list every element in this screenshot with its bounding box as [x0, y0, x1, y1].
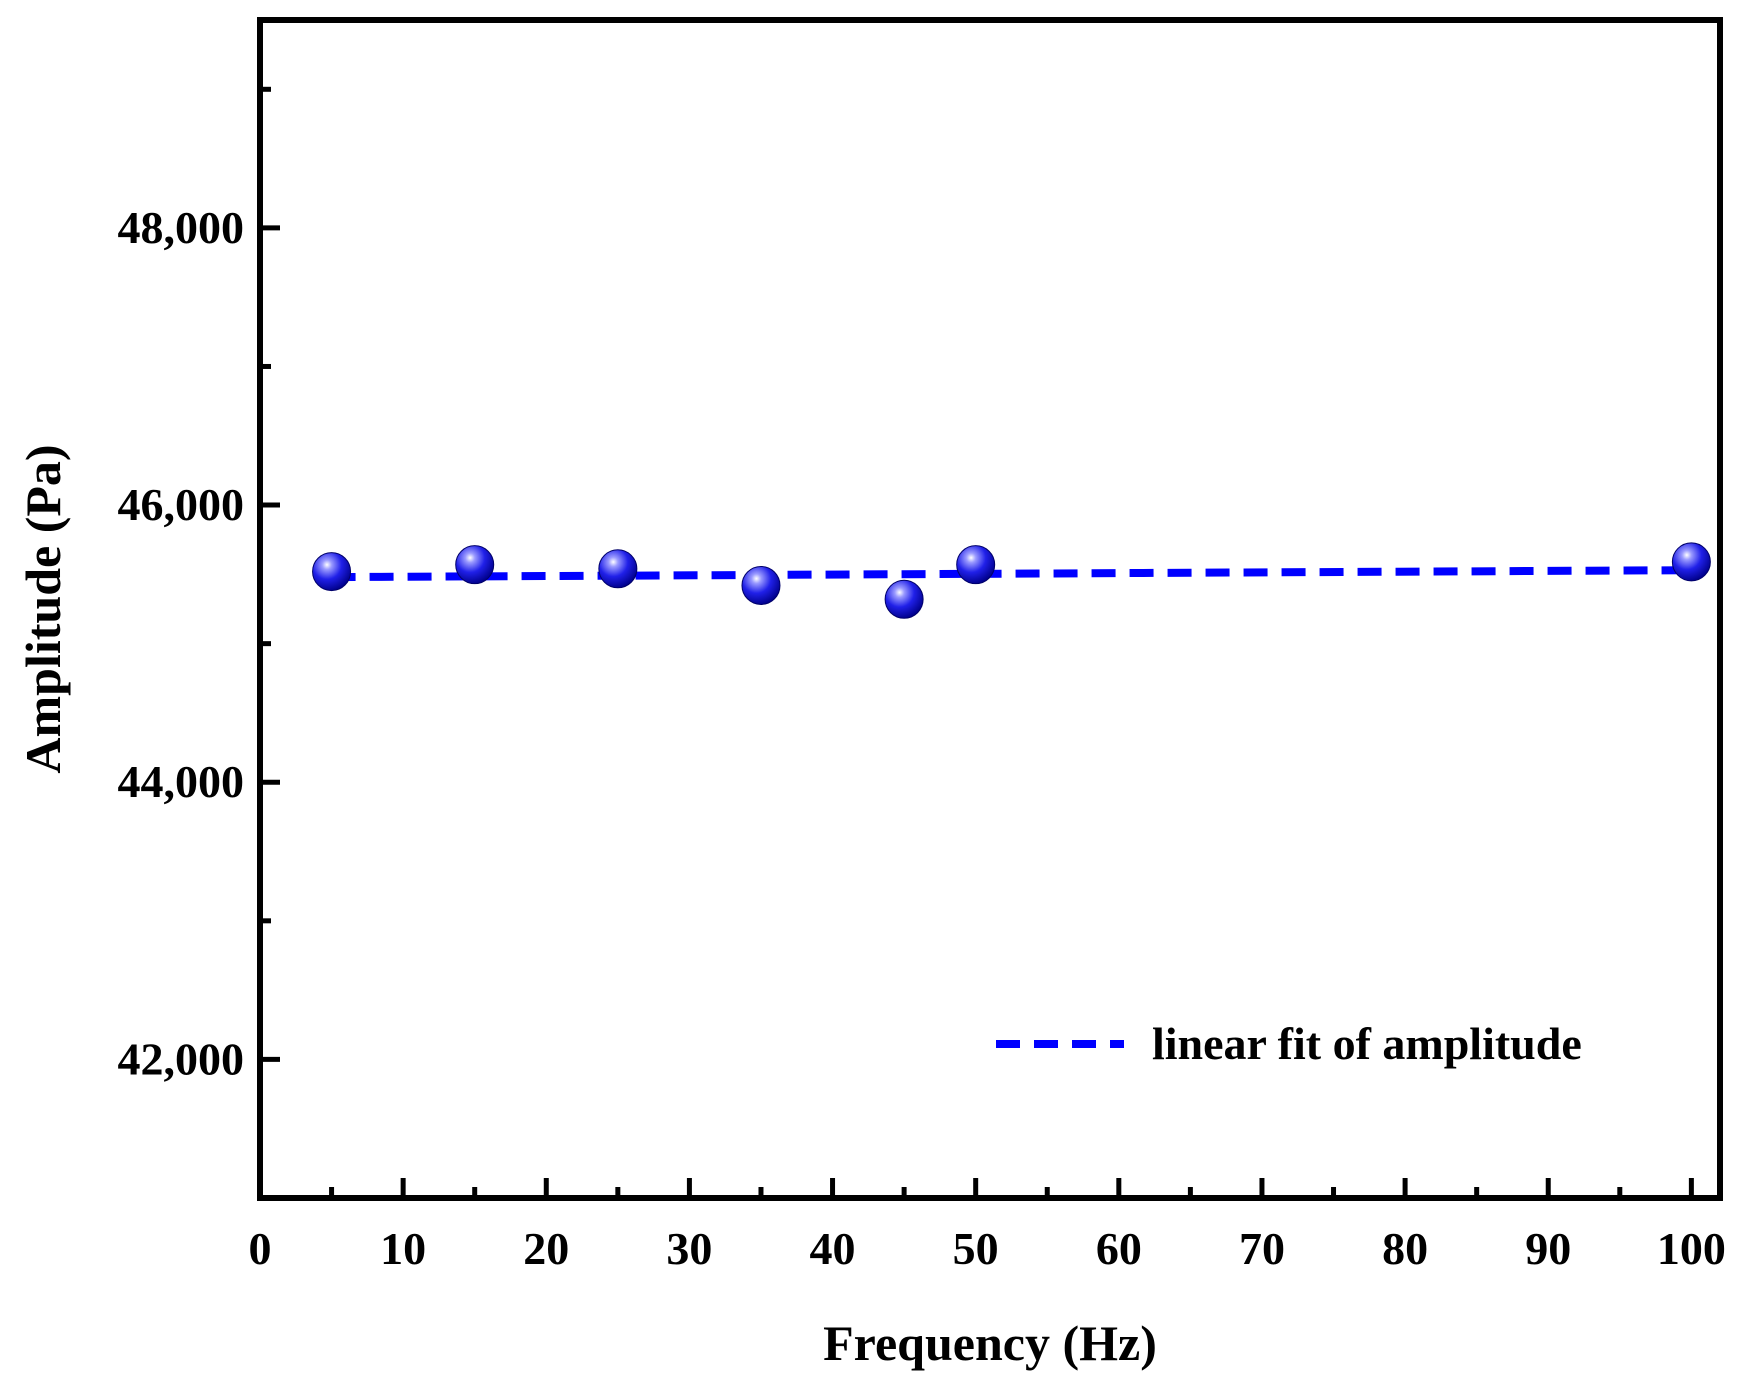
data-point [598, 549, 638, 589]
y-tick-labels: 42,000 44,000 46,000 48,000 [118, 202, 245, 1085]
data-point [1671, 542, 1711, 582]
points-layer [312, 542, 1711, 619]
y-tick-label: 42,000 [118, 1033, 245, 1084]
x-tick-label: 10 [380, 1223, 426, 1274]
x-tick-label: 100 [1657, 1223, 1726, 1274]
x-tick-labels: 0 10 20 30 40 50 60 70 80 90 100 [249, 1223, 1726, 1274]
x-tick-label: 50 [953, 1223, 999, 1274]
plot-background [260, 20, 1720, 1198]
ticks-layer [257, 86, 1694, 1201]
legend-label-fit: linear fit of amplitude [1152, 1018, 1582, 1069]
x-tick-label: 0 [249, 1223, 272, 1274]
y-tick-label: 46,000 [118, 479, 245, 530]
x-axis-title: Frequency (Hz) [823, 1315, 1157, 1371]
x-tick-label: 40 [810, 1223, 856, 1274]
y-tick-label: 48,000 [118, 202, 245, 253]
data-point [312, 552, 352, 592]
data-point [455, 545, 495, 585]
data-point [741, 565, 781, 605]
x-tick-label: 60 [1096, 1223, 1142, 1274]
x-tick-label: 20 [523, 1223, 569, 1274]
x-tick-label: 90 [1525, 1223, 1571, 1274]
x-tick-label: 30 [666, 1223, 712, 1274]
legend: linear fit of amplitude [996, 1018, 1582, 1069]
plot-frame [257, 17, 1723, 1201]
y-axis-title: Amplitude (Pa) [15, 444, 71, 773]
x-tick-label: 80 [1382, 1223, 1428, 1274]
x-tick-label: 70 [1239, 1223, 1285, 1274]
data-point [884, 579, 924, 619]
data-point [956, 545, 996, 585]
y-tick-label: 44,000 [118, 756, 245, 807]
